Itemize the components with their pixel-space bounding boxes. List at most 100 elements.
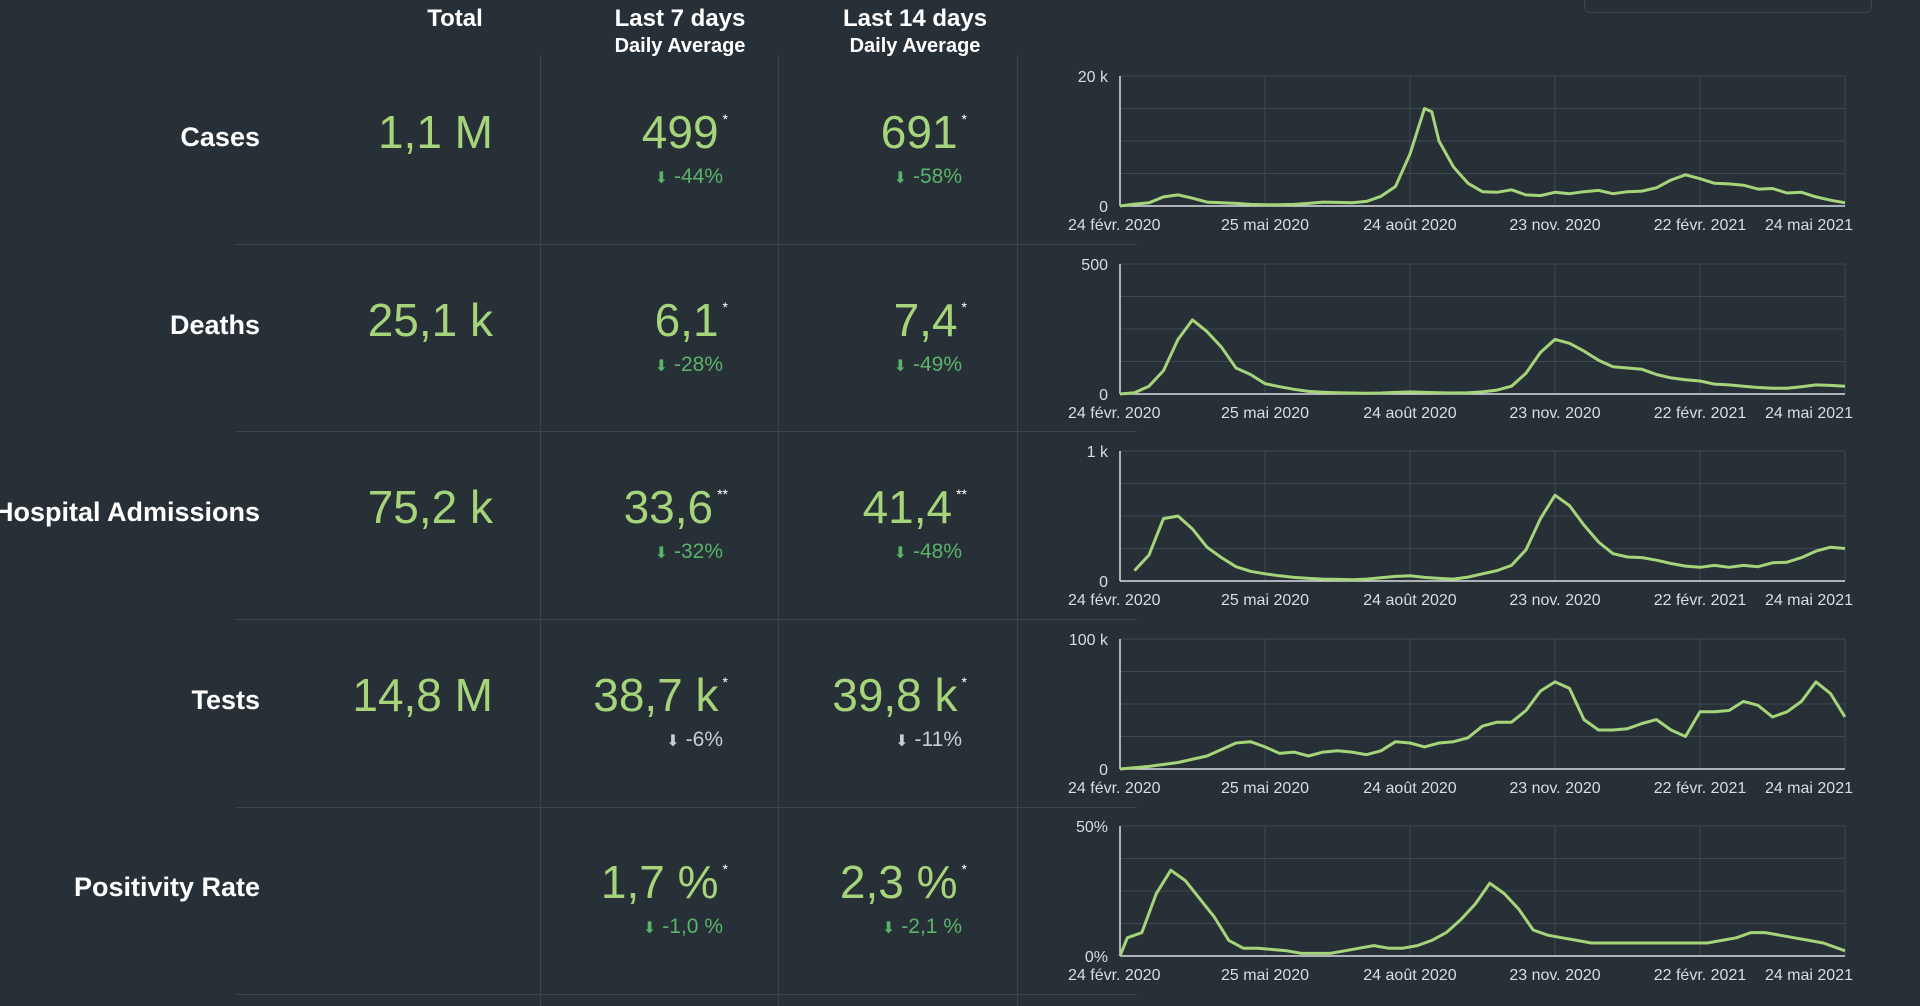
avg14-change-text: -2,1 % <box>901 915 962 938</box>
arrow-down-icon: ⬇ <box>654 545 668 562</box>
x-tick-label: 22 févr. 2021 <box>1654 405 1747 422</box>
x-tick-label: 25 mai 2020 <box>1221 592 1309 609</box>
avg7-value: 33,6 ** <box>624 480 728 534</box>
arrow-down-icon: ⬇ <box>654 358 668 375</box>
header-last14: Last 14 days Daily Average <box>825 4 1005 58</box>
arrow-down-icon: ⬇ <box>654 170 668 187</box>
avg7-number: 6,1 <box>654 294 719 346</box>
x-tick-label: 24 févr. 2020 <box>1068 967 1161 984</box>
x-tick-label: 24 mai 2021 <box>1765 592 1853 609</box>
y-tick-label: 0 <box>1099 387 1108 404</box>
x-tick-label: 23 nov. 2020 <box>1509 405 1600 422</box>
avg7-change: ⬇ -28% <box>655 353 723 377</box>
x-tick-label: 24 août 2020 <box>1363 405 1457 422</box>
avg7-number: 38,7 k <box>593 669 719 721</box>
y-tick-label: 0 <box>1099 199 1108 216</box>
metric-total: 14,8 M <box>352 669 493 721</box>
avg7-value: 1,7 % * <box>601 855 728 909</box>
row-divider <box>235 807 1137 808</box>
x-tick-label: 24 mai 2021 <box>1765 217 1853 234</box>
metric-label: Hospital Admissions <box>0 497 260 527</box>
filter-box[interactable] <box>1584 0 1872 13</box>
avg14-change: ⬇ -58% <box>894 165 962 189</box>
sparkline-chart: 24 févr. 2020 25 mai 2020 24 août 2020 23 n… <box>1068 257 1853 422</box>
avg14-footnote-mark: * <box>961 299 967 315</box>
column-divider <box>1017 55 1018 1006</box>
x-tick-label: 24 août 2020 <box>1363 592 1457 609</box>
avg7-footnote-mark: ** <box>717 486 728 502</box>
avg14-change: ⬇ -49% <box>894 353 962 377</box>
row-divider <box>235 431 1137 432</box>
avg7-footnote-mark: * <box>722 674 728 690</box>
column-divider <box>778 55 779 1006</box>
metric-label: Tests <box>191 685 260 715</box>
x-tick-label: 24 août 2020 <box>1363 967 1457 984</box>
header-last14-sub: Daily Average <box>849 35 981 57</box>
header-last7-sub: Daily Average <box>614 35 746 57</box>
x-tick-label: 24 mai 2021 <box>1765 967 1853 984</box>
x-tick-label: 24 mai 2021 <box>1765 405 1853 422</box>
avg14-change: ⬇ -11% <box>895 728 962 752</box>
x-tick-label: 23 nov. 2020 <box>1509 780 1600 797</box>
x-tick-label: 25 mai 2020 <box>1221 217 1309 234</box>
x-tick-label: 25 mai 2020 <box>1221 780 1309 797</box>
avg14-number: 39,8 k <box>832 669 958 721</box>
avg14-number: 7,4 <box>893 294 958 346</box>
sparkline-chart: 24 févr. 2020 25 mai 2020 24 août 2020 23 n… <box>1068 444 1853 609</box>
avg7-change: ⬇ -32% <box>655 540 723 564</box>
metric-label: Cases <box>180 122 260 152</box>
avg7-value: 6,1 * <box>655 293 728 347</box>
avg7-number: 1,7 % <box>600 856 719 908</box>
row-divider <box>235 619 1137 620</box>
x-tick-label: 22 févr. 2021 <box>1654 967 1747 984</box>
avg7-change-text: -6% <box>685 728 723 751</box>
avg7-value: 38,7 k * <box>593 668 728 722</box>
arrow-down-icon: ⬇ <box>895 733 909 750</box>
avg7-footnote-mark: * <box>722 111 728 127</box>
avg14-change-text: -49% <box>912 353 962 376</box>
metric-total: 75,2 k <box>367 481 493 533</box>
y-tick-label: 100 k <box>1069 632 1109 649</box>
arrow-down-icon: ⬇ <box>881 920 896 937</box>
arrow-down-icon: ⬇ <box>893 170 907 187</box>
x-tick-label: 23 nov. 2020 <box>1509 967 1600 984</box>
metric-label: Positivity Rate <box>73 872 260 902</box>
header-last14-label: Last 14 days <box>842 5 988 32</box>
row-divider <box>235 244 1137 245</box>
sparkline-chart: 24 févr. 2020 25 mai 2020 24 août 2020 23 n… <box>1068 819 1853 984</box>
y-tick-label: 1 k <box>1087 444 1109 461</box>
avg14-value: 39,8 k * <box>832 668 967 722</box>
avg14-change-text: -11% <box>914 728 962 751</box>
x-tick-label: 23 nov. 2020 <box>1509 592 1600 609</box>
avg7-change: ⬇ -6% <box>666 728 723 752</box>
metric-label: Deaths <box>169 310 260 340</box>
avg14-value: 7,4 * <box>894 293 967 347</box>
avg14-footnote-mark: * <box>961 861 967 877</box>
x-tick-label: 25 mai 2020 <box>1221 405 1309 422</box>
avg7-change-text: -44% <box>673 165 723 188</box>
series-line <box>1133 493 1846 582</box>
avg14-footnote-mark: ** <box>956 486 967 502</box>
metric-total: 1,1 M <box>377 106 493 158</box>
arrow-down-icon: ⬇ <box>642 920 657 937</box>
avg7-change-text: -28% <box>673 353 723 376</box>
avg7-number: 33,6 <box>623 481 714 533</box>
avg14-change: ⬇ -48% <box>894 540 962 564</box>
arrow-down-icon: ⬇ <box>893 358 907 375</box>
avg7-footnote-mark: * <box>722 861 728 877</box>
y-tick-label: 0% <box>1085 949 1108 966</box>
series-line <box>1118 868 1846 957</box>
series-line <box>1119 107 1846 208</box>
x-tick-label: 24 févr. 2020 <box>1068 592 1161 609</box>
avg7-change: ⬇ -1,0 % <box>643 915 723 939</box>
row-divider <box>235 994 1137 995</box>
x-tick-label: 23 nov. 2020 <box>1509 217 1600 234</box>
x-tick-label: 24 mai 2021 <box>1765 780 1853 797</box>
series-line <box>1119 680 1847 771</box>
avg14-value: 691 * <box>881 105 967 159</box>
arrow-down-icon: ⬇ <box>666 733 680 750</box>
header-last7: Last 7 days Daily Average <box>590 4 770 58</box>
avg7-change-text: -32% <box>673 540 723 563</box>
x-tick-label: 22 févr. 2021 <box>1654 780 1747 797</box>
x-tick-label: 24 févr. 2020 <box>1068 217 1161 234</box>
